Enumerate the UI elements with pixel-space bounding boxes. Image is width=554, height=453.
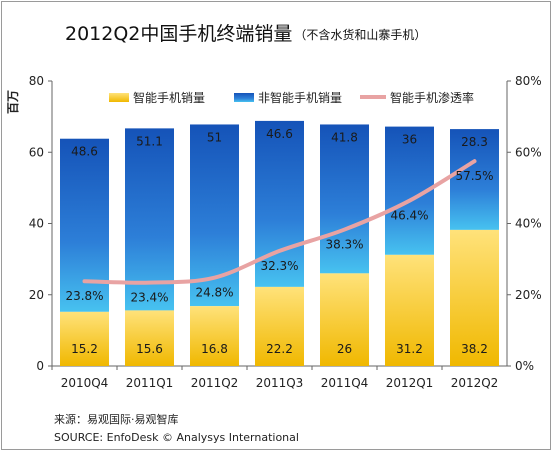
y2-tick-label: 20%	[515, 288, 542, 302]
feature-value-label: 48.6	[71, 145, 98, 159]
penetration-value-label: 23.8%	[65, 289, 103, 303]
feature-value-label: 41.8	[331, 130, 358, 144]
smart-value-label: 38.2	[461, 342, 488, 356]
penetration-value-label: 23.4%	[130, 291, 168, 305]
bars-group: 48.6 15.2 51.1 15.6 51 16.8 46.6 22.2 41.8 26 36 31…	[60, 120, 499, 366]
smart-value-label: 22.2	[266, 342, 293, 356]
y-tick-label: 0	[36, 359, 44, 373]
y-tick-label: 60	[29, 145, 44, 159]
smart-value-label: 15.2	[71, 342, 98, 356]
y2-tick-label: 0%	[515, 359, 534, 373]
smart-value-label: 16.8	[201, 342, 228, 356]
bar-smartphone	[125, 310, 174, 366]
smart-value-label: 15.6	[136, 342, 163, 356]
bar-smartphone	[385, 254, 434, 366]
x-tick-label: 2011Q3	[256, 376, 304, 390]
x-tick-label: 2011Q2	[191, 376, 239, 390]
category-labels: 2010Q4 2011Q1 2011Q2 2011Q3 2011Q4 2012Q1 2012…	[51, 366, 499, 390]
y-tick-label: 80	[29, 74, 44, 88]
penetration-line	[82, 159, 477, 285]
source-line-1: 来源：易观国际·易观智库	[54, 412, 179, 426]
y2-axis-ticks: 0% 20% 40% 60% 80%	[507, 74, 542, 373]
legend-label-feature-phone: 非智能手机销量	[258, 90, 342, 105]
bar-feature-phone	[320, 124, 369, 274]
penetration-value-label: 57.5%	[455, 169, 493, 183]
x-tick-label: 2011Q1	[126, 376, 174, 390]
feature-value-label: 51	[207, 130, 222, 144]
bar-smartphone	[60, 311, 109, 366]
penetration-value-label: 24.8%	[195, 286, 233, 300]
feature-value-label: 28.3	[461, 135, 488, 149]
feature-value-label: 36	[402, 133, 417, 147]
y2-tick-label: 80%	[515, 74, 542, 88]
x-tick-label: 2010Q4	[61, 376, 109, 390]
legend-swatch-feature-phone	[234, 93, 254, 102]
feature-value-label: 51.1	[136, 134, 163, 148]
y-tick-label: 40	[29, 217, 44, 231]
y-tick-label: 20	[29, 288, 44, 302]
legend-swatch-smartphone	[109, 93, 129, 102]
feature-value-label: 46.6	[266, 127, 293, 141]
y2-tick-label: 40%	[515, 217, 542, 231]
penetration-value-label: 38.3%	[325, 238, 363, 252]
penetration-line-group: 23.8% 23.4% 24.8% 32.3% 38.3% 46.4% 57.5%	[65, 159, 494, 305]
smart-value-label: 31.2	[396, 342, 423, 356]
legend-label-smartphone: 智能手机销量	[133, 90, 205, 105]
chart-title: 2012Q2中国手机终端销量	[65, 23, 292, 45]
bar-smartphone	[255, 286, 304, 366]
penetration-value-label: 32.3%	[260, 259, 298, 273]
y-axis-label: 百万	[6, 90, 20, 114]
x-tick-label: 2012Q2	[451, 376, 499, 390]
bar-smartphone	[450, 229, 499, 366]
chart-subtitle: （不含水货和山寨手机）	[294, 27, 426, 42]
bar-feature-phone	[450, 129, 499, 230]
bar-smartphone	[190, 306, 239, 366]
x-tick-label: 2011Q4	[321, 376, 369, 390]
x-tick-label: 2012Q1	[386, 376, 434, 390]
legend: 智能手机销量 非智能手机销量 智能手机渗透率	[109, 90, 474, 105]
penetration-value-label: 46.4%	[390, 209, 428, 223]
bar-feature-phone	[125, 128, 174, 311]
y2-tick-label: 60%	[515, 145, 542, 159]
bar-feature-phone	[60, 138, 109, 312]
legend-label-penetration: 智能手机渗透率	[390, 90, 474, 105]
source-line-2: SOURCE: EnfoDesk © Analysys Internationa…	[54, 431, 299, 444]
bar-smartphone	[320, 273, 369, 366]
y-axis-ticks: 0 20 40 60 80	[29, 74, 52, 373]
smart-value-label: 26	[337, 342, 352, 356]
